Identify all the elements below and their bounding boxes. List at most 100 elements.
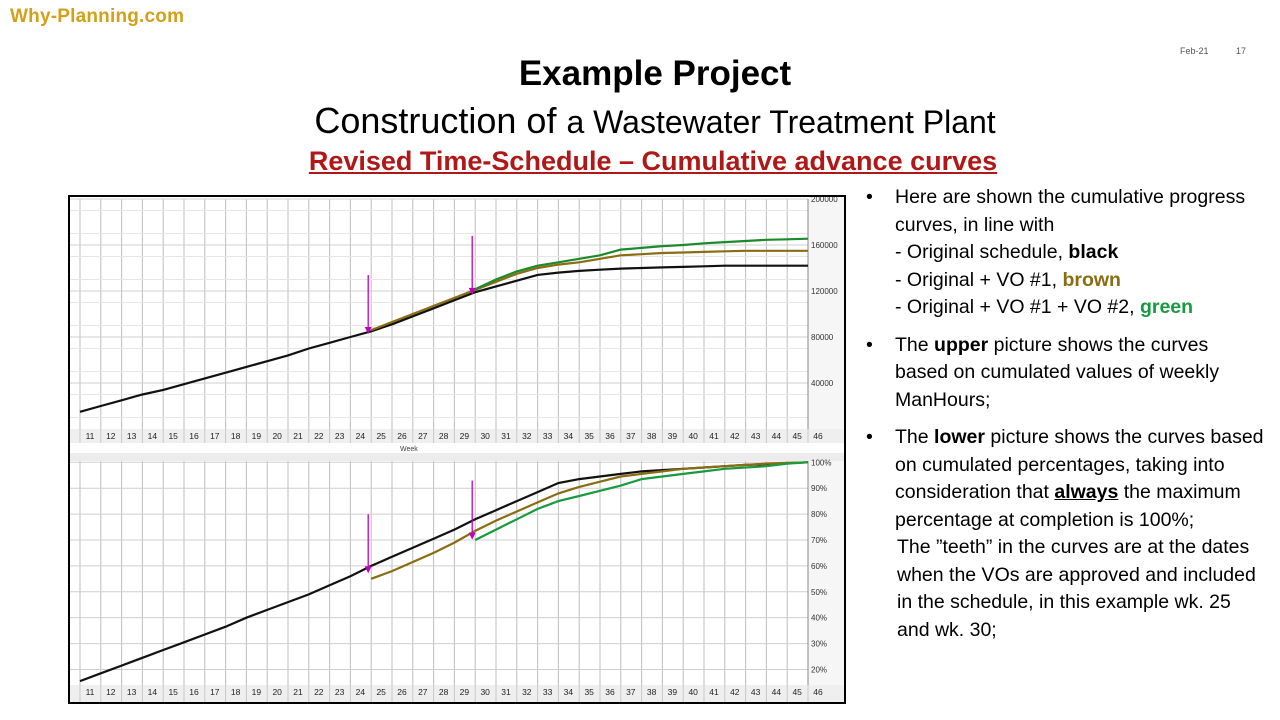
x-tick-label: 41 — [709, 687, 719, 697]
x-tick-label: 26 — [397, 687, 407, 697]
x-tick-label: 21 — [293, 687, 303, 697]
x-tick-label: 46 — [813, 431, 823, 441]
x-tick-label: 18 — [231, 687, 241, 697]
x-tick-label: 41 — [709, 431, 719, 441]
y-tick-label: 40% — [811, 614, 827, 623]
x-tick-label: 17 — [210, 431, 220, 441]
x-tick-label: 40 — [688, 687, 698, 697]
x-tick-label: 28 — [439, 687, 449, 697]
x-tick-label: 28 — [439, 431, 449, 441]
x-tick-label: 36 — [605, 687, 615, 697]
x-tick-label: 15 — [168, 687, 178, 697]
x-tick-label: 30 — [480, 431, 490, 441]
x-tick-label: 27 — [418, 687, 428, 697]
x-tick-label: 45 — [792, 687, 802, 697]
y-tick-label: 160000 — [811, 241, 838, 250]
bullet-3-continuation: The ”teeth” in the curves are at the dat… — [897, 536, 1256, 641]
slide-number: 17 — [1236, 46, 1247, 56]
series-line-brown — [370, 249, 808, 332]
x-tick-label: 31 — [501, 431, 511, 441]
x-tick-label: 19 — [252, 687, 262, 697]
x-tick-label: 23 — [335, 687, 345, 697]
x-tick-label: 33 — [543, 687, 553, 697]
site-logo: Why-Planning.com — [10, 6, 185, 27]
slide-title: Example Project — [518, 54, 792, 93]
y-tick-label: 30% — [811, 640, 827, 649]
x-tick-label: 37 — [626, 687, 636, 697]
x-tick-label: 21 — [293, 431, 303, 441]
x-tick-label: 35 — [584, 687, 594, 697]
x-tick-label: 14 — [148, 687, 158, 697]
x-tick-label: 34 — [564, 431, 574, 441]
x-axis-title: Week — [400, 446, 418, 453]
series-line-green — [474, 461, 809, 541]
x-tick-label: 23 — [335, 431, 345, 441]
x-tick-label: 39 — [668, 431, 678, 441]
x-tick-label: 30 — [480, 687, 490, 697]
x-tick-label: 34 — [564, 687, 574, 697]
x-tick-label: 35 — [584, 431, 594, 441]
series-line-green — [474, 237, 809, 291]
lower-chart: 20% 30% 40% 50% 60% 70% 80% 90% 100% 11 12 13 14 15 16… — [70, 453, 844, 702]
x-tick-label: 16 — [189, 431, 199, 441]
x-tick-label: 45 — [792, 431, 802, 441]
bullet-list: • Here are shown the cumulative progress… — [864, 184, 1264, 644]
y-axis-band — [808, 461, 844, 685]
x-tick-label: 11 — [86, 687, 95, 697]
x-tick-label: 36 — [605, 431, 615, 441]
x-tick-label: 29 — [460, 687, 470, 697]
progress-chart: 40000 80000 120000 160000 200000 11 12 13 14 15 16… — [68, 195, 846, 704]
x-tick-label: 43 — [751, 687, 761, 697]
y-tick-label: 50% — [811, 588, 827, 597]
plot-area — [70, 199, 808, 429]
x-tick-label: 12 — [106, 687, 116, 697]
vo-marker-arrow — [468, 532, 476, 540]
x-tick-label: 25 — [376, 687, 386, 697]
y-tick-label: 20% — [811, 665, 827, 674]
x-tick-label: 20 — [272, 431, 282, 441]
x-tick-label: 13 — [127, 431, 137, 441]
x-tick-label: 44 — [772, 431, 782, 441]
vo-marker-arrow — [468, 287, 476, 295]
y-tick-label: 40000 — [811, 379, 834, 388]
x-tick-label: 38 — [647, 687, 657, 697]
x-tick-label: 22 — [314, 431, 324, 441]
x-tick-label: 42 — [730, 687, 740, 697]
x-tick-label: 26 — [397, 431, 407, 441]
x-tick-label: 37 — [626, 431, 636, 441]
x-tick-label: 39 — [668, 687, 678, 697]
x-tick-label: 32 — [522, 431, 532, 441]
plot-area — [70, 461, 808, 685]
y-tick-label: 90% — [811, 484, 827, 493]
x-tick-label: 20 — [272, 687, 282, 697]
x-tick-label: 31 — [501, 687, 511, 697]
y-tick-label: 80000 — [811, 333, 834, 342]
x-tick-label: 27 — [418, 431, 428, 441]
x-tick-label: 15 — [168, 431, 178, 441]
x-tick-label: 44 — [772, 687, 782, 697]
slide-subtitle: Construction of a Wastewater Treatment P… — [314, 100, 996, 141]
y-axis-band — [808, 199, 844, 429]
slide-date: Feb-21 — [1180, 46, 1209, 56]
y-tick-label: 100% — [811, 458, 831, 467]
upper-chart: 40000 80000 120000 160000 200000 11 12 13 14 15 16… — [70, 197, 844, 453]
x-tick-label: 40 — [688, 431, 698, 441]
x-tick-label: 18 — [231, 431, 241, 441]
x-tick-label: 24 — [356, 431, 366, 441]
bullet-2: • The upper picture shows the curves bas… — [866, 333, 1220, 411]
y-tick-label: 200000 — [811, 197, 838, 204]
chart-separator — [70, 453, 844, 461]
x-tick-label: 43 — [751, 431, 761, 441]
y-tick-label: 60% — [811, 562, 827, 571]
x-tick-label: 24 — [356, 687, 366, 697]
bullet-1: • Here are shown the cumulative progress… — [866, 186, 1246, 318]
x-axis-band — [70, 685, 844, 702]
y-tick-label: 80% — [811, 510, 827, 519]
series-line-brown — [370, 461, 809, 580]
x-tick-label: 33 — [543, 431, 553, 441]
series-line-black — [79, 264, 808, 413]
x-axis-band — [70, 429, 844, 443]
x-tick-label: 17 — [210, 687, 220, 697]
x-tick-label: 42 — [730, 431, 740, 441]
x-tick-label: 22 — [314, 687, 324, 697]
